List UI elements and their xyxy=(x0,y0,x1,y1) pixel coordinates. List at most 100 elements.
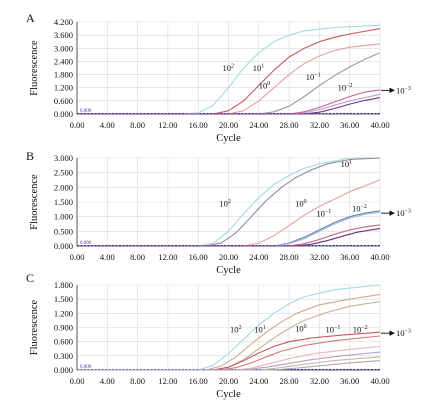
dilution-label: 10−2 xyxy=(353,324,368,334)
x-tick-label: 8.00 xyxy=(130,252,145,262)
amplification-curve-7 xyxy=(77,97,381,115)
y-tick-label: 0.000 xyxy=(54,365,73,375)
x-tick-label: 40.00 xyxy=(370,120,389,130)
dilution-label: 10−1 xyxy=(316,209,331,219)
x-tick-label: 32.00 xyxy=(310,120,329,130)
y-tick-label: 0.000 xyxy=(54,109,73,119)
y-axis-label: Fluorescence xyxy=(29,40,40,96)
amplification-curve-4 xyxy=(77,331,381,371)
dilution-label: 10−3 xyxy=(396,208,411,218)
x-tick-label: 4.00 xyxy=(100,120,115,130)
y-tick-label: 1.500 xyxy=(54,294,73,304)
dilution-label: 101 xyxy=(341,159,353,169)
x-tick-label: 20.00 xyxy=(219,376,238,386)
x-tick-label: 28.00 xyxy=(280,252,299,262)
x-tick-label: 0.00 xyxy=(70,120,85,130)
y-tick-label: 2.000 xyxy=(54,182,73,192)
x-tick-label: 12.00 xyxy=(158,376,177,386)
dilution-label: 10−3 xyxy=(396,85,411,95)
x-axis-label: Cycle xyxy=(216,389,241,400)
x-tick-label: 36.00 xyxy=(340,120,359,130)
y-axis-label: Fluorescence xyxy=(29,174,40,230)
amplification-curve-1 xyxy=(77,157,380,247)
dilution-label: 10−3 xyxy=(396,328,411,338)
y-tick-label: 0.900 xyxy=(54,323,73,333)
x-tick-label: 40.00 xyxy=(370,252,389,262)
amplification-curve-2 xyxy=(77,157,381,247)
x-tick-label: 24.00 xyxy=(249,252,268,262)
x-tick-label: 24.00 xyxy=(249,376,268,386)
y-tick-label: 0.500 xyxy=(54,226,73,236)
x-axis-label: Cycle xyxy=(216,133,241,144)
amplification-curve-5 xyxy=(77,211,381,247)
y-tick-label: 1.800 xyxy=(54,70,73,80)
x-tick-label: 40.00 xyxy=(370,376,389,386)
amplification-curve-2 xyxy=(77,28,381,115)
x-tick-label: 32.00 xyxy=(310,376,329,386)
x-tick-label: 12.00 xyxy=(158,252,177,262)
x-tick-label: 8.00 xyxy=(130,376,145,386)
y-tick-label: 2.400 xyxy=(54,56,73,66)
x-axis-label: Cycle xyxy=(216,265,241,276)
amplification-curve-5 xyxy=(77,335,381,371)
dilution-label: 101 xyxy=(253,63,264,73)
x-tick-label: 0.00 xyxy=(70,376,85,386)
dilution-label: 101 xyxy=(254,324,266,334)
y-tick-label: 1.200 xyxy=(54,308,73,318)
origin-label: 0.000 xyxy=(80,241,92,246)
x-tick-label: 20.00 xyxy=(219,120,238,130)
x-tick-label: 28.00 xyxy=(280,376,299,386)
origin-label: 0.000 xyxy=(80,109,92,114)
panel-c: C 0.000 0.000 0.300 0.600 0.900 1.200 1.500 1.80… xyxy=(26,271,411,400)
y-tick-label: 0.600 xyxy=(54,337,73,347)
y-tick-label: 2.500 xyxy=(54,168,73,178)
x-tick-label: 0.00 xyxy=(70,252,85,262)
y-tick-label: 1.500 xyxy=(54,197,73,207)
y-tick-label: 0.300 xyxy=(54,351,73,361)
amplification-curve-3 xyxy=(77,43,381,115)
x-tick-label: 16.00 xyxy=(189,252,208,262)
amplification-curve-1 xyxy=(77,24,381,115)
y-tick-label: 4.200 xyxy=(54,17,73,27)
amplification-curve-4 xyxy=(77,52,381,115)
x-tick-label: 12.00 xyxy=(158,120,177,130)
dilution-label: 102 xyxy=(222,63,234,73)
y-tick-label: 3.600 xyxy=(54,30,73,40)
dilution-label: 10−2 xyxy=(352,203,367,213)
x-tick-label: 36.00 xyxy=(340,376,359,386)
panel-a: A 0.000 0.000 0.600 1.200 1.800 2.400 3.000 3.60… xyxy=(26,11,411,144)
x-tick-label: 28.00 xyxy=(280,120,299,130)
y-tick-label: 1.200 xyxy=(54,83,73,93)
dilution-label: 10−1 xyxy=(306,72,321,82)
amplification-curve-9 xyxy=(77,360,381,371)
panel-letter: B xyxy=(26,149,34,163)
x-tick-label: 16.00 xyxy=(189,120,208,130)
amplification-curve-7 xyxy=(77,227,381,247)
y-tick-label: 3.000 xyxy=(54,43,73,53)
dilution-label: 10−1 xyxy=(325,324,340,334)
panel-b: B 0.000 0.000 0.500 1.000 1.500 2.000 2.500 3.00… xyxy=(26,149,411,276)
x-tick-label: 4.00 xyxy=(100,252,115,262)
origin-label: 0.000 xyxy=(80,365,92,370)
x-tick-label: 32.00 xyxy=(310,252,329,262)
x-tick-label: 20.00 xyxy=(219,252,238,262)
amplification-curve-3 xyxy=(77,179,381,247)
x-tick-label: 8.00 xyxy=(130,120,145,130)
x-tick-label: 36.00 xyxy=(340,252,359,262)
x-tick-label: 4.00 xyxy=(100,376,115,386)
panel-letter: A xyxy=(26,11,35,25)
y-tick-label: 0.000 xyxy=(54,241,73,251)
amplification-curve-2 xyxy=(77,293,381,371)
dilution-label: 100 xyxy=(259,81,271,91)
y-tick-label: 1.000 xyxy=(54,212,73,222)
dilution-label: 100 xyxy=(295,323,307,333)
dilution-label: 10−2 xyxy=(338,83,353,93)
x-tick-label: 16.00 xyxy=(189,376,208,386)
amplification-curve-1 xyxy=(77,284,381,371)
y-tick-label: 1.800 xyxy=(54,280,73,290)
dilution-label: 100 xyxy=(295,198,307,208)
y-tick-label: 0.600 xyxy=(54,96,73,106)
y-axis-label: Fluorescence xyxy=(29,299,40,355)
y-tick-label: 3.000 xyxy=(54,153,73,163)
